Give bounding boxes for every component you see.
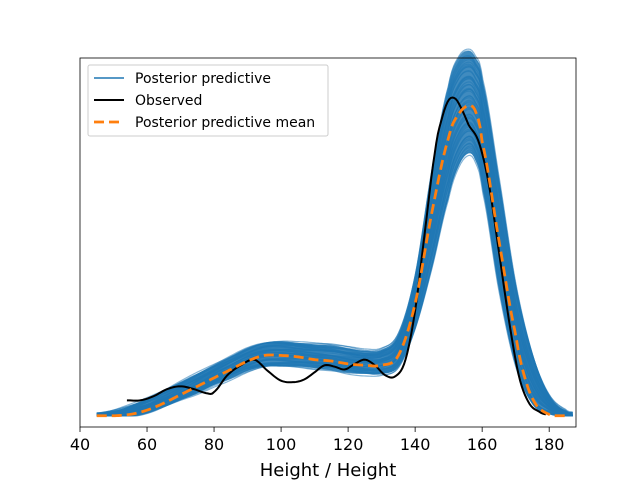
posterior-predictive-band [96, 50, 573, 416]
x-tick-label: 120 [333, 435, 364, 454]
x-tick-label: 40 [70, 435, 90, 454]
x-tick-label: 160 [467, 435, 498, 454]
legend-label-observed: Observed [135, 93, 202, 109]
legend-box [87, 64, 329, 137]
x-tick-label: 80 [204, 435, 224, 454]
posterior-predictive-mean-line [96, 104, 570, 418]
x-axis: 40 60 80 100 120 140 160 180 [70, 427, 565, 454]
plot-area [96, 48, 573, 418]
observed-line [126, 96, 547, 416]
legend-label-posterior-predictive-mean: Posterior predictive mean [135, 115, 315, 131]
axes-frame [79, 57, 577, 428]
x-tick-label: 100 [266, 435, 297, 454]
x-tick-label: 140 [400, 435, 431, 454]
x-axis-label: Height / Height [260, 460, 397, 480]
legend-label-posterior-predictive: Posterior predictive [135, 71, 271, 87]
legend: Posterior predictive Observed Posterior … [87, 64, 329, 137]
x-tick-label: 60 [137, 435, 157, 454]
x-tick-label: 180 [534, 435, 565, 454]
